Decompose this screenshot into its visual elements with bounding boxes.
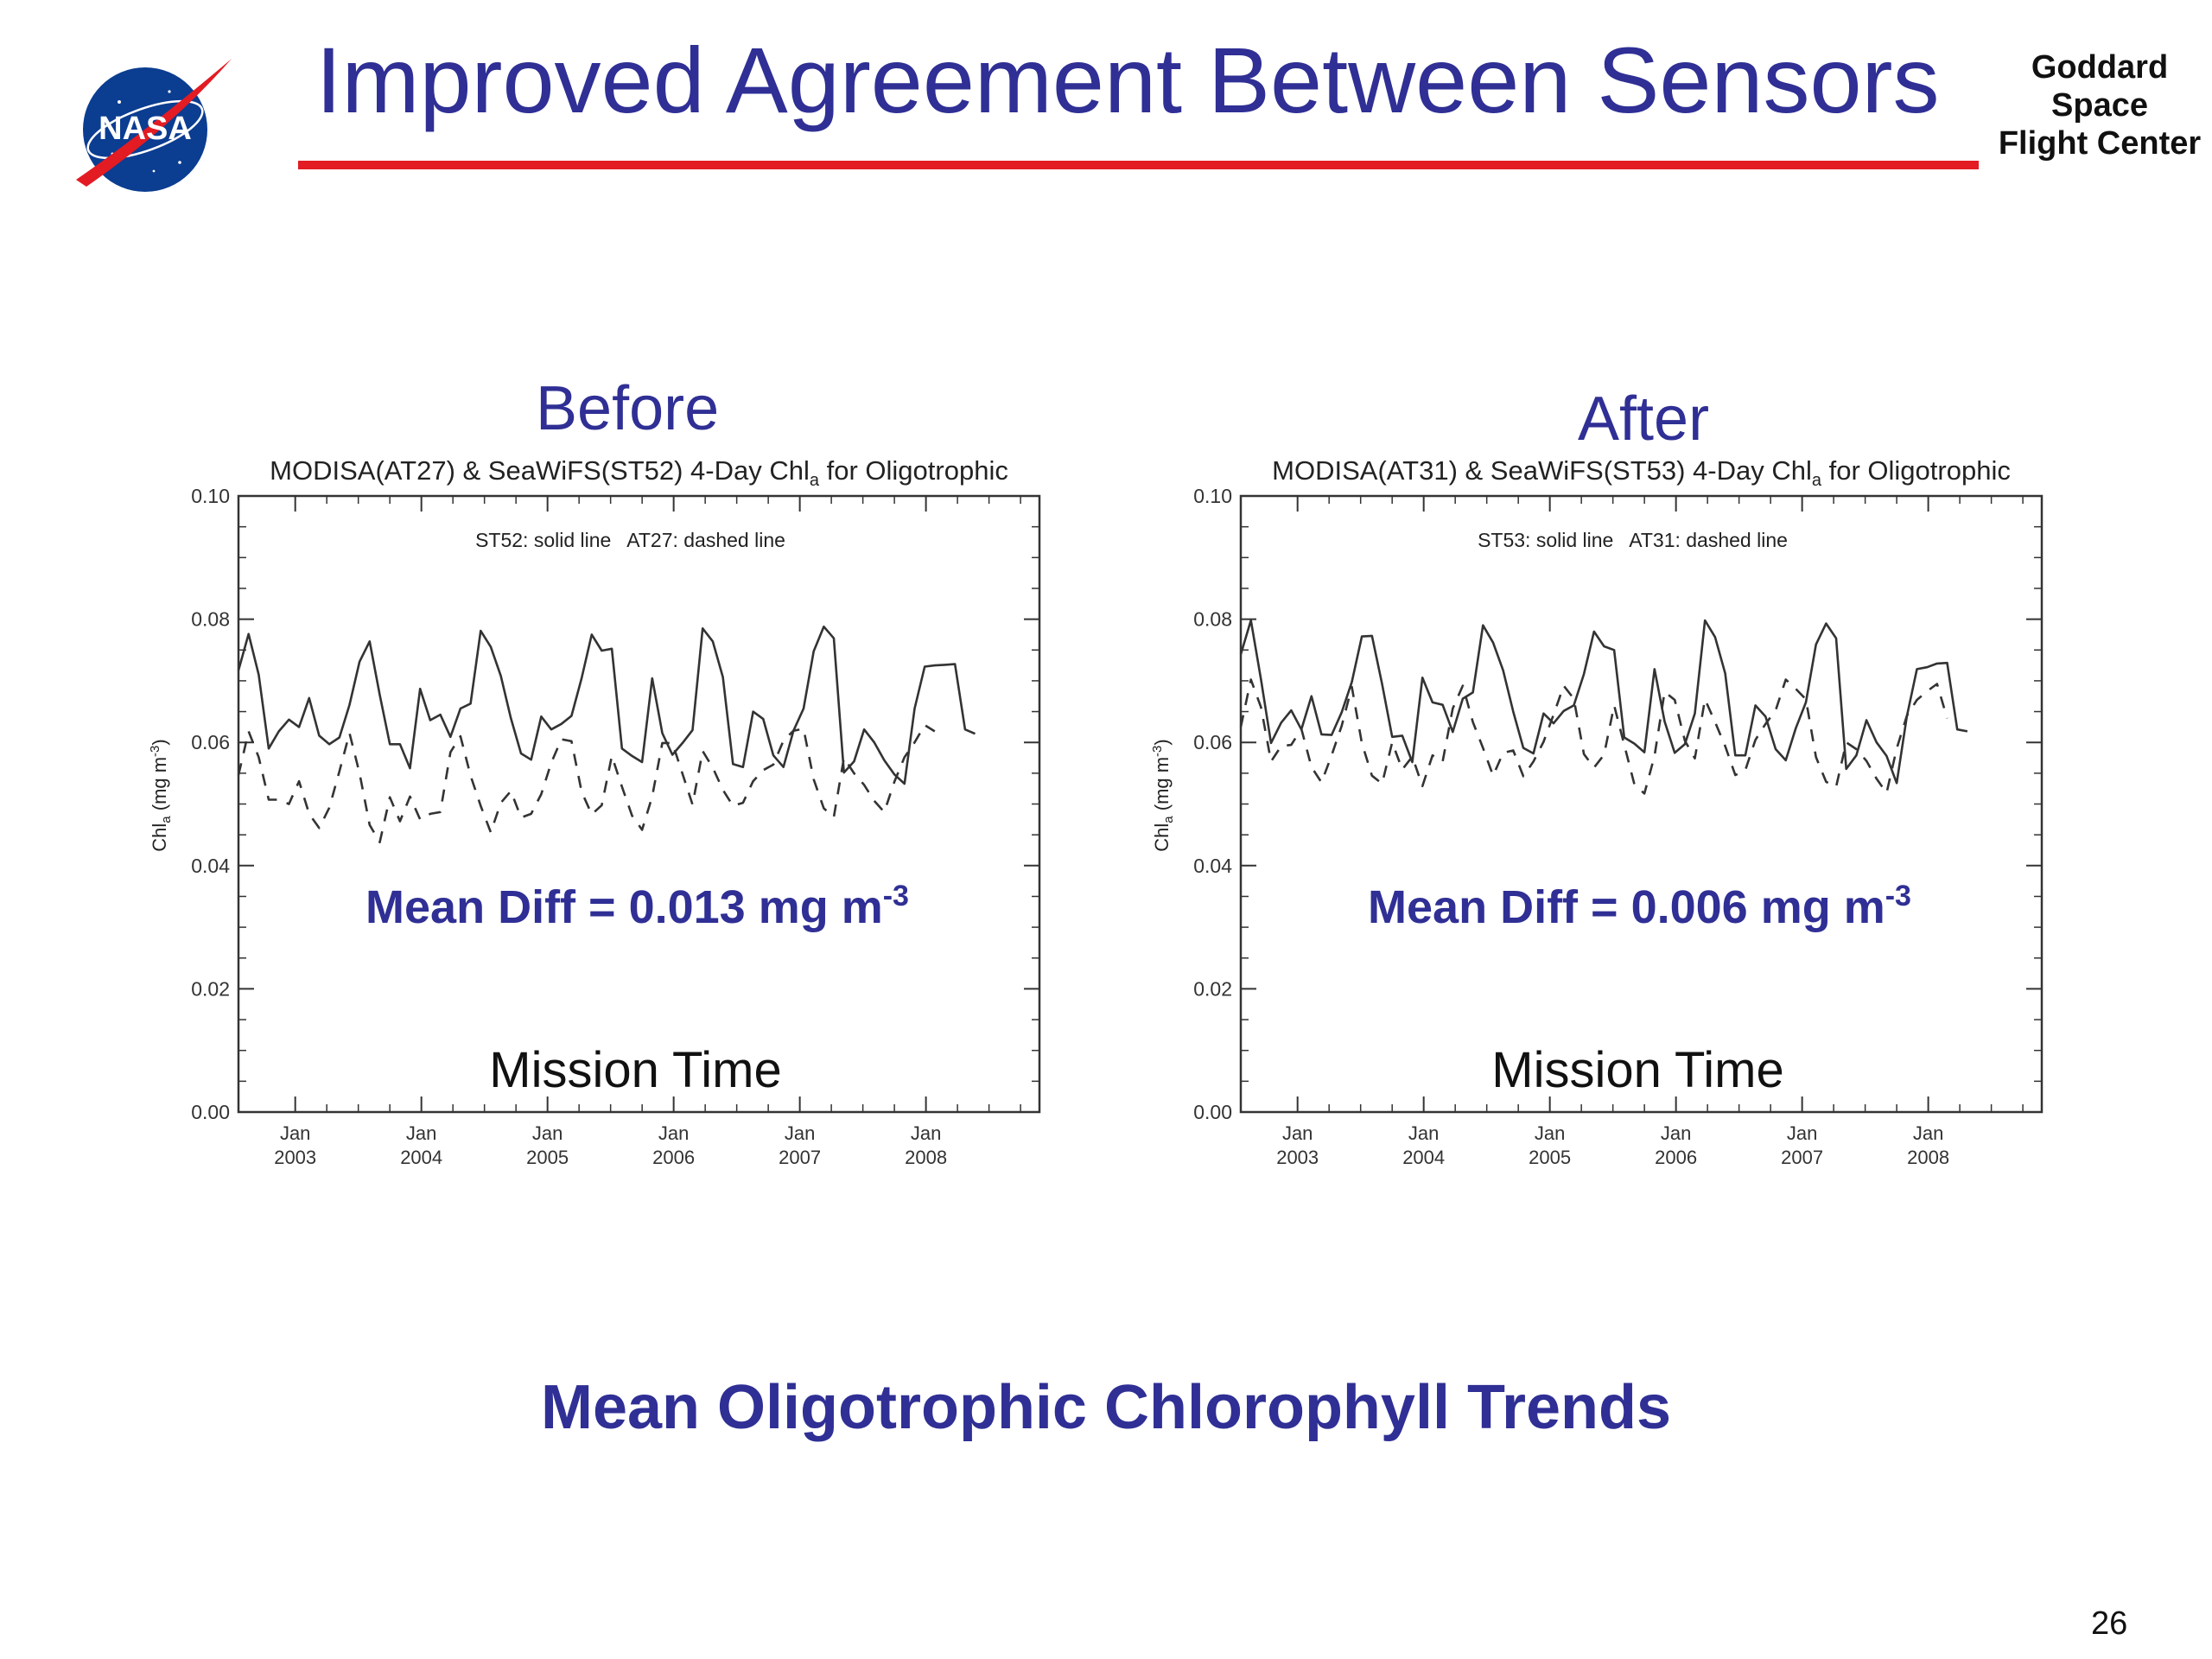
x-tick-label-month: Jan (1913, 1122, 1943, 1144)
x-tick-label-month: Jan (1535, 1122, 1565, 1144)
x-tick-label-month: Jan (785, 1122, 815, 1144)
chart-title-main: MODISA(AT27) & SeaWiFS(ST52) 4-Day Chl (270, 455, 810, 486)
x-tick-label-month: Jan (1408, 1122, 1439, 1144)
y-tick-label: 0.10 (1193, 485, 1232, 507)
x-tick-label-year: 2004 (1402, 1147, 1445, 1168)
y-axis-label-close: ) (1151, 739, 1173, 745)
chart-title: MODISA(AT31) & SeaWiFS(ST53) 4-Day Chla … (1272, 455, 2011, 490)
y-tick-label: 0.02 (191, 977, 230, 1000)
slide-title: Improved Agreement Between Sensors (315, 28, 1940, 132)
chart-title-suffix: for Oligotrophic (1821, 455, 2011, 486)
nasa-logo-lettering: NASA (99, 111, 192, 147)
mean-diff-superscript: -3 (1885, 880, 1911, 912)
x-tick-label-year: 2007 (779, 1147, 821, 1168)
x-tick-label-year: 2003 (274, 1147, 316, 1168)
y-tick-label: 0.10 (191, 485, 230, 507)
y-tick-label: 0.06 (1193, 731, 1232, 753)
mean-diff-annotation: Mean Diff = 0.013 mg m-3 (365, 880, 909, 933)
y-tick-label: 0.08 (191, 608, 230, 631)
x-tick-label-year: 2004 (400, 1147, 442, 1168)
y-axis-label: Chla (mg m-3) (1150, 739, 1176, 851)
y-tick-label: 0.06 (191, 731, 230, 753)
after-label: After (1578, 385, 1710, 454)
x-axis-label: Mission Time (1491, 1042, 1783, 1098)
x-tick-label-month: Jan (658, 1122, 689, 1144)
chart-title: MODISA(AT27) & SeaWiFS(ST52) 4-Day Chla … (270, 455, 1008, 490)
chart-after: 0.00 0.02 0.04 0.06 0.08 0.10 Jan 2003 Jan 2004 Ja… (1150, 455, 2044, 1168)
y-axis-label-main: Chl (1151, 823, 1173, 852)
mean-diff-superscript: -3 (883, 880, 909, 912)
y-axis-label-close: ) (149, 739, 170, 745)
x-tick-label-month: Jan (1282, 1122, 1313, 1144)
y-axis-label-units: (mg m (149, 757, 170, 816)
chart-legend-text: ST53: solid line AT31: dashed line (1478, 529, 1788, 551)
series-line-solid (1239, 619, 1968, 785)
x-tick-label-year: 2007 (1781, 1147, 1823, 1168)
y-axis-label-units: (mg m (1151, 757, 1173, 816)
y-tick-label: 0.04 (191, 855, 230, 877)
x-tick-label-year: 2008 (905, 1147, 947, 1168)
y-axis-label-subscript: a (159, 816, 174, 823)
chart-title-subscript: a (1812, 471, 1822, 490)
y-axis-label-units-sup: -3 (1150, 746, 1165, 757)
x-tick-label-month: Jan (280, 1122, 310, 1144)
x-tick-label-year: 2006 (1655, 1147, 1697, 1168)
organization-name: Goddard Space Flight Center (1987, 48, 2212, 162)
x-tick-label-year: 2005 (1529, 1147, 1571, 1168)
y-tick-label: 0.00 (1193, 1101, 1232, 1123)
x-tick-label-month: Jan (532, 1122, 563, 1144)
x-tick-label-year: 2006 (652, 1147, 695, 1168)
mean-diff-text: Mean Diff = 0.013 mg m (365, 881, 883, 933)
organization-line-2: Space (2051, 87, 2148, 124)
mean-diff-text: Mean Diff = 0.006 mg m (1368, 881, 1885, 933)
slide-caption: Mean Oligotrophic Chlorophyll Trends (540, 1373, 1672, 1442)
plot-frame (237, 494, 1041, 1114)
chart-title-subscript: a (810, 471, 820, 490)
plot-frame (1239, 494, 2044, 1114)
chart-title-main: MODISA(AT31) & SeaWiFS(ST53) 4-Day Chl (1272, 455, 1812, 486)
mean-diff-annotation: Mean Diff = 0.006 mg m-3 (1368, 880, 1911, 933)
x-axis-label: Mission Time (489, 1042, 781, 1098)
y-tick-label: 0.02 (1193, 977, 1232, 1000)
y-axis-label-subscript: a (1161, 816, 1176, 823)
x-tick-label-month: Jan (406, 1122, 436, 1144)
y-axis-label: Chla (mg m-3) (148, 739, 174, 851)
chart-legend-text: ST52: solid line AT27: dashed line (475, 529, 785, 551)
title-underline (298, 161, 1979, 169)
series-line-dashed (237, 723, 936, 843)
y-tick-label: 0.04 (1193, 855, 1232, 877)
y-tick-label: 0.00 (191, 1101, 230, 1123)
series-line-solid (237, 625, 976, 785)
before-label: Before (536, 374, 720, 443)
x-tick-label-month: Jan (1661, 1122, 1691, 1144)
x-tick-label-year: 2008 (1907, 1147, 1949, 1168)
y-tick-label: 0.08 (1193, 608, 1232, 631)
organization-line-1: Goddard (2031, 49, 2169, 86)
chart-title-suffix: for Oligotrophic (819, 455, 1008, 486)
page-number: 26 (2091, 1605, 2128, 1642)
y-axis-label-main: Chl (149, 823, 170, 852)
nasa-logo-vector (76, 59, 232, 187)
x-tick-label-year: 2005 (526, 1147, 569, 1168)
x-tick-label-month: Jan (911, 1122, 941, 1144)
x-tick-label-year: 2003 (1276, 1147, 1319, 1168)
organization-line-3: Flight Center (1998, 125, 2202, 162)
x-tick-label-month: Jan (1787, 1122, 1817, 1144)
chart-before: 0.00 0.02 0.04 0.06 0.08 0.10 Jan 2003 Jan 2004 Ja… (148, 455, 1041, 1168)
nasa-logo: NASA (76, 59, 232, 192)
y-axis-label-units-sup: -3 (148, 746, 162, 757)
